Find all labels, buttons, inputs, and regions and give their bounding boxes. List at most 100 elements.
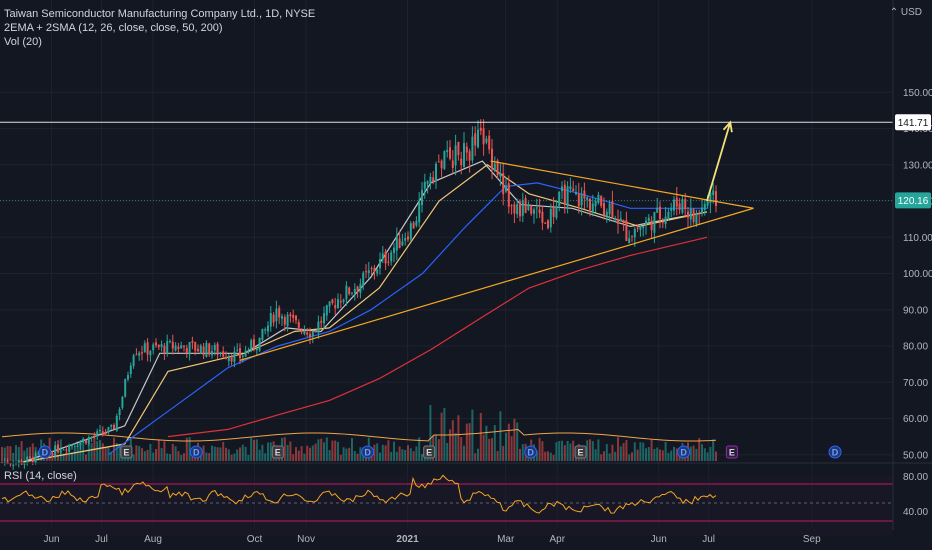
volume-bar xyxy=(418,437,421,461)
candle-body xyxy=(253,339,255,349)
candle-body xyxy=(110,425,113,427)
candle-body xyxy=(589,198,591,210)
candle-body xyxy=(191,340,194,343)
candle-body xyxy=(365,271,367,273)
volume-bar xyxy=(437,439,440,461)
volume-bar xyxy=(17,446,20,461)
rsi-background-band xyxy=(0,474,893,536)
candle-body xyxy=(71,445,73,447)
candle-body xyxy=(129,365,132,375)
volume-bar xyxy=(325,437,328,461)
candle-body xyxy=(667,211,670,219)
volume-bar xyxy=(521,444,524,461)
volume-bar xyxy=(236,449,239,461)
volume-title[interactable]: Vol (20) xyxy=(4,36,42,48)
indicator-legend[interactable]: 2EMA + 2SMA (12, 26, close, close, 50, 2… xyxy=(4,22,223,34)
volume-bar xyxy=(698,438,701,461)
candle-body xyxy=(113,424,115,430)
candle-body xyxy=(267,325,269,332)
candle-body xyxy=(337,299,339,309)
volume-bar xyxy=(132,454,135,461)
trend-drawings[interactable] xyxy=(0,120,893,362)
candle-body xyxy=(393,247,395,253)
candle-body xyxy=(376,269,379,274)
candle-body xyxy=(432,177,435,182)
breakout-arrow-head xyxy=(722,120,733,133)
candle-body xyxy=(401,241,404,246)
volume-bar xyxy=(460,436,463,461)
candle-body xyxy=(409,223,412,240)
volume-bar xyxy=(552,454,555,461)
candle-body xyxy=(387,261,390,263)
volume-bar xyxy=(331,440,334,461)
indicator-title[interactable]: 2EMA + 2SMA (12, 26, close, close, 50, 2… xyxy=(4,22,223,34)
volume-bar xyxy=(62,453,65,461)
rsi-legend[interactable]: RSI (14, close) xyxy=(4,470,77,482)
volume-bar xyxy=(9,446,12,461)
candle-body xyxy=(715,191,717,206)
candle-body xyxy=(491,148,493,169)
volume-bar xyxy=(183,453,185,461)
volume-bar xyxy=(31,443,34,461)
volume-bar xyxy=(395,451,398,461)
breakout-arrow xyxy=(706,122,732,202)
volume-bar xyxy=(619,446,622,461)
volume-bar xyxy=(614,451,617,461)
earnings-badge xyxy=(271,445,284,459)
candle-body xyxy=(695,213,698,225)
volume-bar xyxy=(605,444,608,461)
volume-bar xyxy=(157,440,160,461)
candle-body xyxy=(244,350,247,357)
candle-body xyxy=(659,206,661,220)
volume-bar xyxy=(269,442,272,461)
volume-bar xyxy=(488,438,491,461)
candle-body xyxy=(300,329,303,333)
volume-bar xyxy=(230,454,233,461)
candle-body xyxy=(689,208,692,220)
volume-bar xyxy=(502,445,505,461)
volume-bar xyxy=(219,447,222,461)
candle-body xyxy=(76,445,79,447)
volume-bar xyxy=(409,448,412,461)
candle-body xyxy=(367,270,370,274)
price-tick-label: 70.00 xyxy=(903,378,928,389)
symbol-title[interactable]: Taiwan Semiconductor Manufacturing Compa… xyxy=(4,8,316,20)
candle-body xyxy=(586,197,589,201)
candle-body xyxy=(222,351,225,357)
candle-body xyxy=(373,267,376,272)
volume-bar xyxy=(185,437,188,461)
event-badge-label: D xyxy=(832,448,839,458)
candle-body xyxy=(678,203,681,210)
rsi-title[interactable]: RSI (14, close) xyxy=(4,470,77,482)
candle-body xyxy=(583,190,586,199)
candle-body xyxy=(149,351,152,356)
time-tick-label: Mar xyxy=(497,534,515,545)
symbol-legend[interactable]: Taiwan Semiconductor Manufacturing Compa… xyxy=(4,8,315,20)
candle-body xyxy=(577,193,580,207)
volume-bar xyxy=(110,451,113,461)
volume-bar xyxy=(247,454,250,461)
volume-bar xyxy=(23,450,26,461)
candle-body xyxy=(213,344,216,351)
candle-body xyxy=(141,352,143,354)
volume-bar xyxy=(496,451,499,461)
currency-label[interactable]: ⌃ USD xyxy=(889,7,922,18)
candle-body xyxy=(339,300,342,303)
volume-bar xyxy=(166,453,169,461)
candle-body xyxy=(146,342,149,355)
candle-body xyxy=(104,432,107,434)
volume-bar xyxy=(381,444,384,461)
candle-body xyxy=(65,449,68,451)
volume-legend[interactable]: Vol (20) xyxy=(4,36,42,48)
volume-bar xyxy=(85,454,87,461)
volume-bar xyxy=(295,447,297,461)
volume-bar xyxy=(379,452,381,461)
volume-bar xyxy=(317,439,320,461)
volume-bar xyxy=(297,450,300,461)
candle-body xyxy=(622,220,625,224)
earnings-badge xyxy=(120,445,133,459)
volume-bar xyxy=(664,441,667,461)
volume-bar xyxy=(141,448,143,461)
